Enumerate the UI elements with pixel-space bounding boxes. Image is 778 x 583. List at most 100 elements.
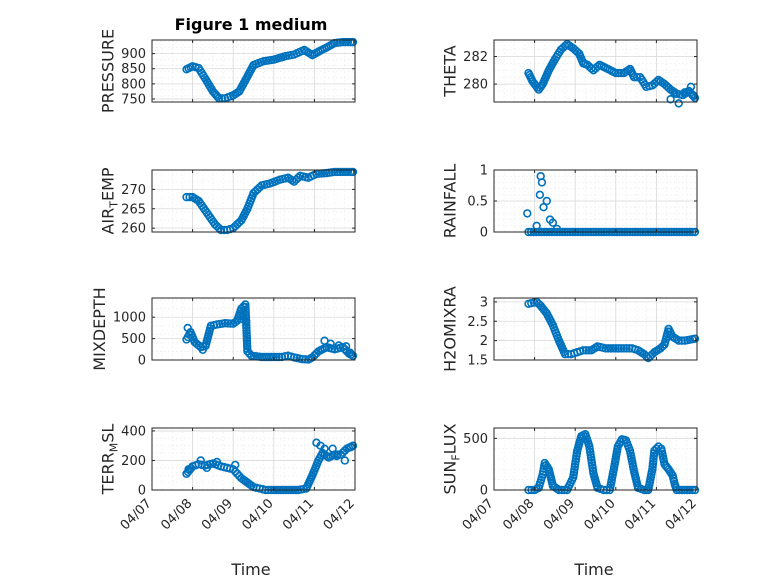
y-axis-label-main: TERR [98,452,117,495]
data-point [523,209,532,218]
axes-box [493,39,698,103]
data-point [603,344,613,353]
data-point [677,336,686,345]
data-point [666,95,675,104]
axes-box [151,427,356,491]
data-point [348,37,358,47]
y-tick-label: 2.5 [467,315,488,330]
y-tick-label: 0.5 [467,195,488,210]
data-point [535,190,545,200]
y-tick-label: 0 [480,226,488,241]
data-point [341,342,351,351]
data-point [581,346,591,355]
plot-area [494,40,697,102]
data-point [196,456,205,465]
y-axis-label: TERRMSL [98,424,120,496]
y-tick-label: 500 [121,332,146,347]
data-point [241,476,250,486]
data-point [579,346,588,355]
data-point [617,344,626,353]
data-point [338,37,348,47]
data-point [341,37,350,47]
y-axis-label-main: RAINFALL [440,164,459,239]
y-axis-label-main: PRESSURE [98,29,117,113]
data-point [614,68,623,78]
y-axis-label-main: H2OMIXRA [440,286,459,372]
axes-box [151,297,356,361]
y-tick-label: 270 [121,183,146,198]
data-point [345,348,355,357]
axes-box [493,297,698,361]
y-tick-label: 200 [121,454,146,469]
y-axis-label: AIRTEMP [98,167,120,234]
data-point [532,221,541,231]
data-point [609,344,618,353]
data-point [625,344,634,353]
data-point [542,196,551,206]
y-tick-label: 2 [480,334,488,349]
data-point [346,37,355,47]
y-axis-label-subscript: T [107,201,120,209]
data-point [632,72,642,82]
y-tick-label: 400 [121,424,146,439]
data-point [326,339,335,348]
data-point [202,463,212,473]
y-tick-label: 850 [121,62,146,77]
data-point [690,334,700,343]
data-point [670,89,679,98]
data-point [584,346,593,355]
y-tick-label: 0 [138,354,146,369]
axes-box [151,169,356,233]
data-point [213,92,222,101]
data-point [601,344,610,353]
y-axis-label-tail: LUX [440,423,459,454]
y-tick-label: 1.5 [467,354,488,369]
subplot-rainfall: 0 0.5 1 RAINFALL [440,164,700,241]
data-point [686,82,696,92]
data-point [688,90,698,100]
data-point [348,167,358,177]
subplot-theta: 280 282 THETA [440,39,700,108]
y-axis-label-tail: SL [98,424,117,443]
data-point [333,167,342,177]
axes-box [151,39,356,103]
y-tick-label: 1000 [113,311,146,326]
data-point [198,345,207,354]
y-axis-label-main: AIR [98,208,117,235]
y-tick-label: 800 [121,77,146,92]
data-point [548,218,558,227]
y-axis-label: H2OMIXRA [440,286,459,372]
data-point [343,37,353,47]
y-axis-label-main: SUN [440,461,459,495]
data-point [330,167,339,177]
data-point [346,167,355,177]
data-point [226,319,235,328]
figure-title: Figure 1 medium [175,15,328,34]
y-axis-label: PRESSURE [98,29,117,113]
data-point [223,319,232,328]
y-tick-label: 280 [463,78,488,93]
y-axis-label-main: THETA [440,45,459,97]
data-point [622,344,631,353]
data-point [611,68,620,78]
data-point [343,167,353,177]
y-tick-label: 282 [463,50,488,65]
y-axis-label: MIXDEPTH [90,287,109,370]
x-axis-label-right: Time [573,560,613,579]
y-tick-label: 0 [138,484,146,499]
data-point [212,457,222,467]
y-tick-label: 0 [480,484,488,499]
y-axis-label-subscript: F [449,454,462,460]
x-axis-label-left: Time [230,560,270,579]
y-tick-label: 265 [121,202,146,217]
y-axis-label-tail: EMP [98,167,117,201]
data-point [619,344,629,353]
data-point [183,323,192,333]
y-tick-label: 260 [121,222,146,237]
y-tick-label: 900 [121,47,146,62]
y-tick-label: 1 [480,164,488,179]
subplot-mixdepth: 0 500 1000 MIXDEPTH [90,287,358,371]
